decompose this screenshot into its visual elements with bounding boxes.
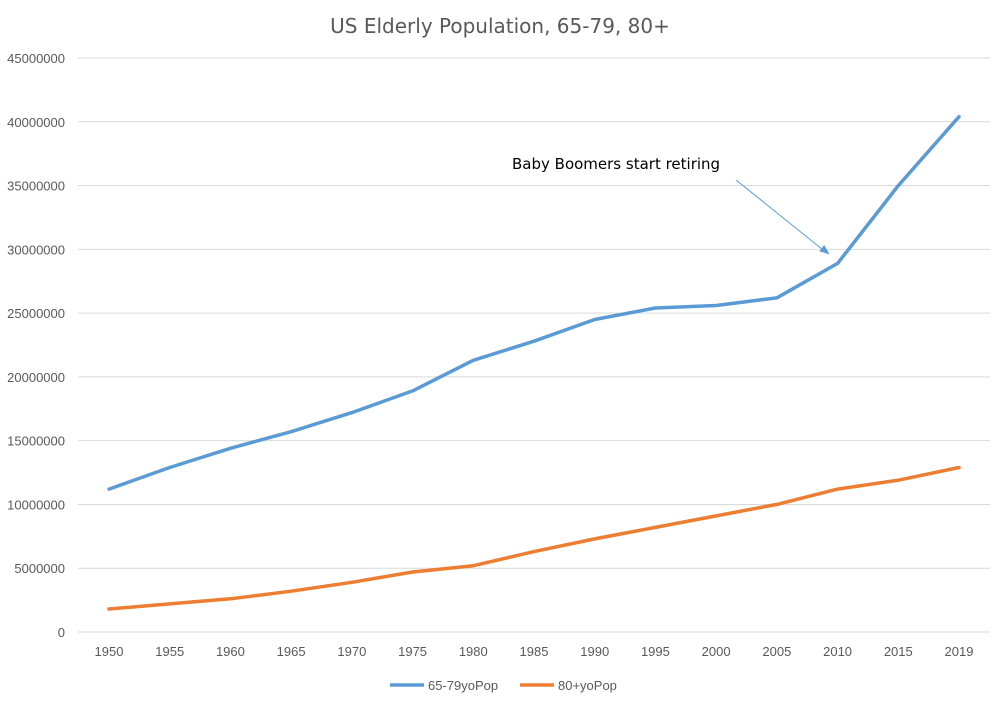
y-axis-ticks: 0 5000000 10000000 15000000 20000000 25000000…	[7, 51, 65, 640]
annotation-arrow-head	[819, 244, 830, 255]
x-tick-label: 1960	[216, 644, 245, 659]
x-tick-label: 2019	[945, 644, 974, 659]
series-lines	[107, 114, 961, 611]
x-tick-label: 2005	[762, 644, 791, 659]
x-tick-label: 1965	[277, 644, 306, 659]
annotation-text: Baby Boomers start retiring	[512, 155, 720, 173]
y-tick-label: 25000000	[7, 306, 65, 321]
legend: 65-79yoPop 80+yoPop	[390, 678, 617, 693]
x-tick-label: 1955	[155, 644, 184, 659]
series-line-1	[107, 465, 961, 611]
gridlines	[78, 57, 990, 633]
x-tick-label: 1950	[95, 644, 124, 659]
y-tick-label: 15000000	[7, 434, 65, 449]
series-line-0	[107, 114, 961, 491]
y-tick-label: 5000000	[14, 561, 65, 576]
y-tick-label: 0	[58, 625, 65, 640]
annotation: Baby Boomers start retiring	[512, 155, 830, 255]
y-tick-label: 45000000	[7, 51, 65, 66]
y-tick-label: 10000000	[7, 497, 65, 512]
y-tick-label: 30000000	[7, 242, 65, 257]
x-tick-label: 1990	[580, 644, 609, 659]
x-axis-ticks: 1950 1955 1960 1965 1970 1975 1980 1985 1990 1995…	[95, 644, 974, 659]
x-tick-label: 1985	[520, 644, 549, 659]
legend-label-1: 80+yoPop	[558, 678, 617, 693]
chart-title: US Elderly Population, 65-79, 80+	[330, 14, 670, 38]
legend-label-0: 65-79yoPop	[428, 678, 498, 693]
x-tick-label: 2010	[823, 644, 852, 659]
x-tick-label: 1970	[337, 644, 366, 659]
x-tick-label: 2000	[702, 644, 731, 659]
y-tick-label: 40000000	[7, 115, 65, 130]
y-tick-label: 35000000	[7, 179, 65, 194]
x-tick-label: 2015	[884, 644, 913, 659]
x-tick-label: 1995	[641, 644, 670, 659]
x-tick-label: 1980	[459, 644, 488, 659]
x-tick-label: 1975	[398, 644, 427, 659]
annotation-arrow-line	[735, 179, 824, 251]
y-tick-label: 20000000	[7, 370, 65, 385]
